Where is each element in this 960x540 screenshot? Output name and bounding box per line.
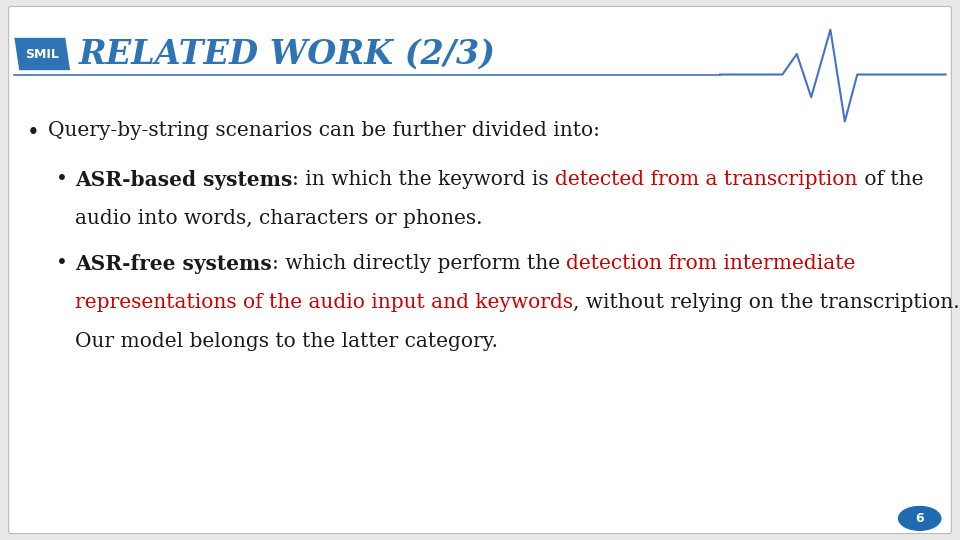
Text: •: •	[27, 122, 39, 144]
Polygon shape	[14, 38, 70, 70]
Text: : in which the keyword is: : in which the keyword is	[292, 170, 555, 189]
Text: Query-by-string scenarios can be further divided into:: Query-by-string scenarios can be further…	[48, 122, 600, 140]
Text: 6: 6	[916, 512, 924, 525]
Text: of the: of the	[857, 170, 924, 189]
Circle shape	[899, 507, 941, 530]
Text: detected from a transcription: detected from a transcription	[555, 170, 857, 189]
Text: : which directly perform the: : which directly perform the	[272, 254, 566, 273]
Text: , without relying on the transcription.: , without relying on the transcription.	[573, 293, 960, 312]
Text: RELATED WORK (2/3): RELATED WORK (2/3)	[79, 37, 495, 71]
Text: detection from intermediate: detection from intermediate	[566, 254, 855, 273]
Text: ASR-based systems: ASR-based systems	[75, 170, 292, 190]
Text: •: •	[56, 254, 67, 273]
Text: Our model belongs to the latter category.: Our model belongs to the latter category…	[75, 332, 498, 350]
Text: SMIL: SMIL	[25, 48, 60, 60]
Text: representations of the audio input and keywords: representations of the audio input and k…	[75, 293, 573, 312]
FancyBboxPatch shape	[9, 6, 951, 534]
Text: •: •	[56, 170, 67, 189]
Text: ASR-free systems: ASR-free systems	[75, 254, 272, 274]
Text: audio into words, characters or phones.: audio into words, characters or phones.	[75, 209, 482, 228]
